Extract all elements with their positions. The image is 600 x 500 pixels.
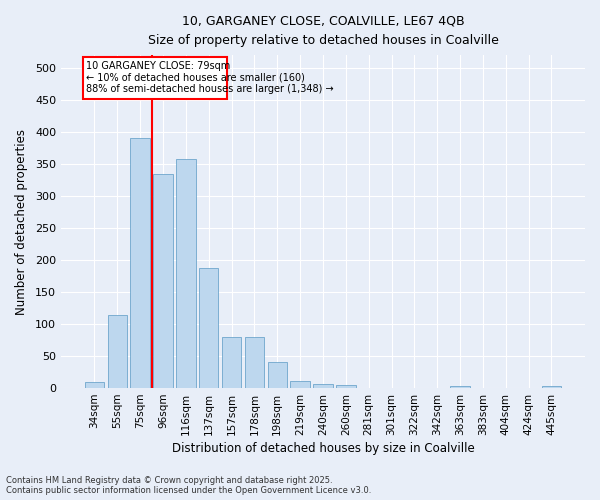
Bar xyxy=(85,382,104,388)
Bar xyxy=(290,381,310,388)
Bar xyxy=(222,337,241,388)
Bar xyxy=(245,337,264,388)
Bar xyxy=(176,160,196,388)
Bar xyxy=(130,138,150,388)
Text: 10 GARGANEY CLOSE: 79sqm
← 10% of detached houses are smaller (160)
88% of semi-: 10 GARGANEY CLOSE: 79sqm ← 10% of detach… xyxy=(86,61,334,94)
Bar xyxy=(336,385,356,388)
Bar xyxy=(313,384,332,388)
Bar xyxy=(542,386,561,388)
Text: Contains HM Land Registry data © Crown copyright and database right 2025.
Contai: Contains HM Land Registry data © Crown c… xyxy=(6,476,371,495)
Bar xyxy=(199,268,218,388)
Bar xyxy=(451,386,470,388)
Title: 10, GARGANEY CLOSE, COALVILLE, LE67 4QB
Size of property relative to detached ho: 10, GARGANEY CLOSE, COALVILLE, LE67 4QB … xyxy=(148,15,499,47)
Bar xyxy=(154,174,173,388)
FancyBboxPatch shape xyxy=(83,57,227,98)
Y-axis label: Number of detached properties: Number of detached properties xyxy=(15,128,28,314)
X-axis label: Distribution of detached houses by size in Coalville: Distribution of detached houses by size … xyxy=(172,442,475,455)
Bar xyxy=(268,362,287,388)
Bar xyxy=(107,315,127,388)
